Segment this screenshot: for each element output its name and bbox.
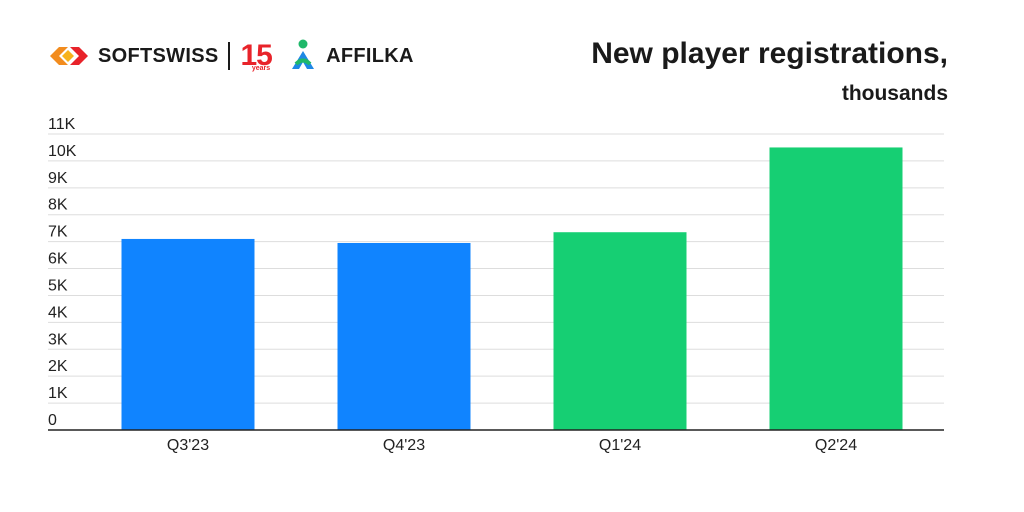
- anniversary-word: years: [251, 64, 271, 72]
- x-tick-label: Q1'24: [599, 437, 641, 454]
- bar-q323: [121, 238, 255, 430]
- y-tick-label: 3K: [48, 331, 68, 348]
- logo-divider: [228, 42, 231, 70]
- y-tick-label: 5K: [48, 277, 68, 294]
- chart-title: New player registrations,: [591, 37, 948, 70]
- y-tick-label: 8K: [48, 197, 68, 214]
- y-tick-label: 6K: [48, 251, 68, 268]
- logo-bar: SOFTSWISS 15 years AFFILKA: [48, 36, 414, 76]
- bar-q423: [337, 242, 471, 430]
- y-tick-label: 11K: [48, 116, 76, 133]
- affilka-mark-icon: [292, 39, 315, 69]
- y-tick-label: 0: [48, 412, 57, 429]
- softswiss-wordmark: SOFTSWISS: [98, 44, 219, 67]
- y-tick-label: 1K: [48, 385, 68, 402]
- y-tick-label: 10K: [48, 143, 77, 160]
- x-tick-label: Q2'24: [815, 437, 857, 454]
- y-tick-label: 2K: [48, 358, 68, 375]
- x-tick-label: Q4'23: [383, 437, 425, 454]
- softswiss-logo: SOFTSWISS: [48, 43, 218, 69]
- anniversary-logo: 15 years: [240, 39, 272, 72]
- anniversary-number: 15: [240, 39, 272, 72]
- chart-subtitle: thousands: [841, 82, 948, 105]
- affilka-logo: AFFILKA: [288, 38, 414, 74]
- x-tick-label: Q3'23: [167, 437, 209, 454]
- y-tick-label: 7K: [48, 224, 68, 241]
- bar-q124: [553, 232, 687, 430]
- softswiss-mark-icon: [50, 47, 88, 65]
- y-tick-label: 4K: [48, 304, 68, 321]
- affilka-wordmark: AFFILKA: [326, 44, 414, 67]
- y-tick-label: 9K: [48, 170, 68, 187]
- bar-q224: [769, 147, 903, 431]
